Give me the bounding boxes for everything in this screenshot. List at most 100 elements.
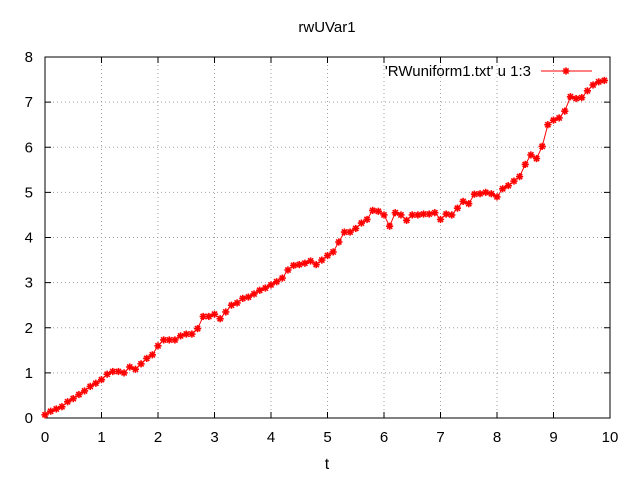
- y-tick-label: 5: [25, 184, 33, 201]
- data-point: [346, 228, 354, 236]
- data-point: [589, 81, 597, 89]
- x-tick-label: 4: [267, 429, 275, 446]
- data-point: [453, 204, 462, 212]
- data-point: [193, 325, 202, 333]
- data-point: [284, 266, 292, 274]
- data-point: [267, 281, 275, 289]
- data-point: [160, 336, 168, 344]
- y-tick-label: 3: [25, 275, 33, 292]
- data-point: [64, 398, 72, 406]
- data-point: [290, 261, 298, 270]
- data-point: [120, 369, 128, 377]
- data-point: [561, 107, 569, 115]
- data-point: [504, 182, 512, 190]
- data-point: [510, 177, 518, 185]
- x-tick-label: 9: [549, 429, 557, 446]
- x-tick-label: 3: [210, 429, 218, 446]
- data-point: [227, 301, 236, 309]
- data-point: [210, 310, 219, 318]
- data-point: [256, 286, 264, 294]
- data-point: [114, 367, 123, 376]
- data-point: [397, 211, 405, 219]
- data-point: [301, 259, 309, 267]
- data-point: [459, 197, 467, 205]
- legend-marker: [562, 67, 570, 75]
- data-point: [126, 363, 134, 371]
- data-point: [538, 142, 546, 150]
- data-point: [41, 411, 49, 419]
- data-point: [419, 210, 428, 218]
- data-point: [188, 330, 196, 338]
- data-point: [403, 216, 411, 224]
- data-point: [431, 209, 439, 217]
- data-point: [487, 190, 495, 198]
- axis-ticks: 0 1 2 3 4 5 6 7 8 9 10 0 1 2 3 4 5 6 7 8: [25, 49, 619, 446]
- data-point: [340, 228, 349, 236]
- y-tick-label: 7: [25, 94, 33, 111]
- data-point: [295, 260, 303, 269]
- data-point: [137, 360, 145, 368]
- data-point: [103, 370, 111, 378]
- x-axis-label: t: [325, 456, 330, 473]
- data-point: [448, 211, 456, 219]
- series-layer: [41, 76, 608, 419]
- data-point: [244, 293, 252, 301]
- data-point: [436, 215, 445, 224]
- x-tick-label: 0: [41, 429, 49, 446]
- data-point: [562, 67, 570, 75]
- data-point: [595, 78, 603, 86]
- data-point: [386, 222, 394, 230]
- data-point: [408, 211, 416, 219]
- data-point: [549, 116, 558, 124]
- data-point: [97, 376, 106, 384]
- y-tick-label: 8: [25, 49, 33, 66]
- data-point: [527, 151, 535, 159]
- data-point: [583, 87, 591, 95]
- y-tick-label: 0: [25, 410, 33, 427]
- y-tick-label: 6: [25, 139, 33, 156]
- data-point: [476, 190, 484, 198]
- data-point: [58, 403, 66, 411]
- data-point: [239, 294, 247, 303]
- data-point: [323, 251, 332, 260]
- x-tick-label: 5: [323, 429, 331, 446]
- x-tick-label: 2: [154, 429, 162, 446]
- data-point: [352, 224, 360, 233]
- x-tick-label: 10: [602, 429, 619, 446]
- chart-title: rwUVar1: [298, 19, 355, 36]
- data-point: [143, 354, 151, 363]
- data-point: [380, 211, 388, 219]
- data-point: [278, 274, 286, 282]
- x-tick-label: 7: [436, 429, 444, 446]
- data-point: [465, 200, 473, 208]
- data-point: [131, 365, 139, 373]
- data-point: [572, 94, 580, 103]
- data-point: [499, 185, 507, 193]
- grid: [45, 57, 610, 418]
- data-point: [555, 114, 563, 122]
- data-point: [216, 315, 224, 323]
- data-point: [52, 405, 60, 413]
- data-point: [171, 336, 179, 344]
- data-point: [92, 379, 100, 387]
- data-point: [578, 94, 586, 102]
- data-point: [75, 390, 83, 399]
- data-point: [442, 210, 450, 218]
- data-point: [329, 248, 337, 256]
- data-point: [516, 172, 524, 181]
- data-point: [273, 278, 281, 286]
- data-point: [154, 342, 162, 350]
- data-point: [374, 207, 382, 215]
- data-point: [335, 238, 343, 246]
- legend: 'RWuniform1.txt' u 1:3: [385, 63, 592, 80]
- data-point: [493, 193, 501, 201]
- y-tick-label: 1: [25, 365, 33, 382]
- data-point: [391, 209, 399, 217]
- data-point: [425, 210, 433, 218]
- data-point: [148, 351, 156, 359]
- data-point: [544, 121, 552, 129]
- data-point: [261, 284, 269, 292]
- data-point: [363, 215, 371, 224]
- legend-label: 'RWuniform1.txt' u 1:3: [385, 63, 531, 80]
- data-point: [222, 308, 230, 316]
